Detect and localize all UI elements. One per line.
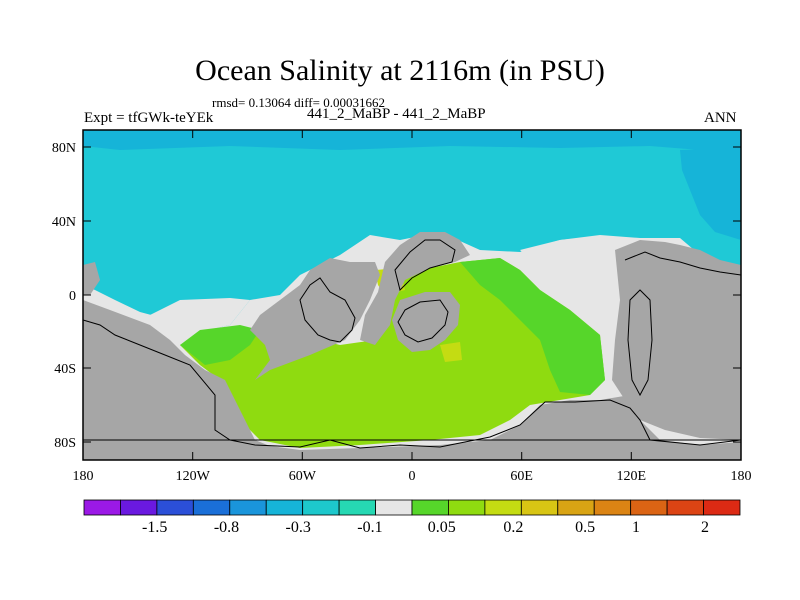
colorbar-label: -0.1 [357, 519, 382, 536]
coast-asia [624, 251, 741, 276]
coast-africa [394, 239, 456, 291]
lon-label: 180 [731, 469, 752, 484]
south-positive-ocean [180, 258, 605, 448]
colorbar-swatch [338, 499, 376, 516]
colorbar-swatch [120, 499, 158, 516]
white-gap-west [150, 298, 250, 336]
lon-label: 60W [289, 469, 317, 484]
colorbar-swatch [557, 499, 595, 516]
lon-label: 0 [409, 469, 416, 484]
colorbar-label: -1.5 [142, 519, 167, 536]
stats-text: rmsd= 0.13064 diff= 0.00031662 [212, 95, 385, 110]
lat-labels: 80N 40N 0 40S 80S [52, 141, 76, 451]
green-interior [460, 258, 605, 395]
colorbar-swatch [83, 499, 121, 516]
colorbar [83, 499, 741, 516]
colorbar-label: 0.05 [428, 519, 456, 536]
colorbar-swatch [666, 499, 704, 516]
colorbar-label: -0.3 [286, 519, 311, 536]
land-americas [83, 300, 741, 460]
coastlines [83, 239, 741, 449]
lat-label: 40S [54, 362, 76, 377]
colorbar-swatch [411, 499, 449, 516]
lat-label: 80S [54, 436, 76, 451]
arctic-band [83, 130, 741, 150]
lat-label: 80N [52, 141, 76, 156]
white-gap-northeast [520, 236, 615, 330]
lat-label: 0 [69, 289, 76, 304]
lon-label: 60E [510, 469, 533, 484]
colorbar-swatch [229, 499, 267, 516]
lon-label: 180 [73, 469, 94, 484]
colorbar-swatch [520, 499, 559, 516]
colorbar-swatch [484, 499, 522, 516]
lon-label: 120E [617, 469, 647, 484]
east-arctic-blue [680, 148, 741, 240]
colorbar-swatch [192, 499, 231, 516]
coast-americas [83, 319, 741, 449]
colorbar-label: 0.5 [575, 519, 595, 536]
land-far-west [83, 262, 100, 295]
colorbar-swatch [448, 499, 486, 516]
colorbar-swatch [375, 499, 413, 516]
colorbar-swatch [156, 499, 194, 516]
land-asia-east [612, 240, 741, 440]
colorbar-swatch [593, 499, 632, 516]
colorbar-labels: -1.5 -0.8 -0.3 -0.1 0.05 0.2 0.5 1 2 [142, 519, 709, 536]
case-names: 441_2_MaBP - 441_2_MaBP [307, 106, 486, 122]
yellow-patch-small [440, 342, 462, 362]
land-masses [83, 232, 741, 460]
lon-label: 120W [176, 469, 211, 484]
colorbar-swatch [703, 499, 741, 516]
experiment-label: Expt = tfGWk-teYEk [84, 110, 214, 126]
north-ocean-region [83, 130, 741, 335]
land-africa [360, 232, 470, 345]
lat-label: 40N [52, 215, 76, 230]
colorbar-label: -0.8 [214, 519, 239, 536]
colorbar-swatch [630, 499, 668, 516]
coast-africa-2 [397, 299, 449, 343]
coast-asia-2 [627, 289, 653, 397]
colorbar-swatch [265, 499, 304, 516]
figure-title: Ocean Salinity at 2116m (in PSU) [195, 54, 605, 87]
coast-south-america [299, 277, 356, 343]
lon-labels: 180 120W 60W 0 60E 120E 180 [73, 469, 752, 484]
colorbar-label: 0.2 [503, 519, 523, 536]
axis-ticks [82, 130, 742, 460]
map-plot-area [83, 130, 741, 460]
season-label: ANN [704, 110, 737, 126]
colorbar-swatch [302, 499, 340, 516]
green-west-lobe [180, 325, 260, 365]
land-south-america [250, 258, 380, 380]
colorbar-label: 2 [701, 519, 709, 536]
colorbar-label: 1 [632, 519, 640, 536]
